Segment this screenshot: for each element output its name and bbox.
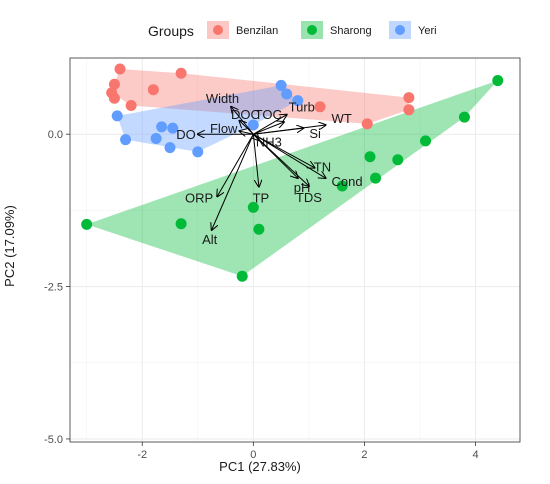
point-benzilan bbox=[108, 92, 120, 104]
point-sharong bbox=[175, 218, 187, 230]
x-tick-label: 0 bbox=[250, 449, 256, 461]
point-sharong bbox=[253, 223, 265, 235]
vector-label-turb: Turb bbox=[289, 100, 315, 115]
x-tick-label: 4 bbox=[472, 449, 478, 461]
legend-entry-yeri: Yeri bbox=[389, 21, 437, 39]
vector-label-cond: Cond bbox=[332, 174, 363, 189]
vector-label-tds: TDS bbox=[296, 190, 322, 205]
vector-toc bbox=[253, 122, 284, 135]
panel-background bbox=[70, 58, 520, 442]
point-benzilan bbox=[403, 104, 415, 116]
point-yeri bbox=[292, 95, 304, 107]
point-benzilan bbox=[175, 67, 187, 79]
vector-si bbox=[253, 128, 303, 135]
legend-title: Groups bbox=[148, 23, 194, 39]
point-sharong bbox=[364, 151, 376, 163]
vector-alt bbox=[212, 133, 254, 230]
point-yeri bbox=[167, 122, 179, 134]
point-sharong bbox=[247, 201, 259, 213]
point-sharong bbox=[370, 172, 382, 184]
vector-cond bbox=[253, 133, 325, 178]
point-sharong bbox=[81, 218, 93, 230]
vector-label-width: Width bbox=[206, 91, 239, 106]
vector-label-doc: DOC bbox=[231, 107, 260, 122]
point-yeri bbox=[281, 88, 293, 100]
legend-entry-sharong: Sharong bbox=[301, 21, 372, 39]
legend-label-yeri: Yeri bbox=[418, 25, 437, 37]
y-axis-title: PC2 (17.09%) bbox=[2, 205, 17, 287]
point-sharong bbox=[336, 180, 348, 192]
panel-border bbox=[69, 57, 521, 443]
y-tick-label: -2.5 bbox=[44, 282, 63, 294]
legend-entry-benzilan: Benzilan bbox=[207, 21, 278, 39]
grid bbox=[70, 58, 520, 442]
point-benzilan bbox=[114, 63, 126, 75]
vector-tn bbox=[253, 133, 314, 168]
point-yeri bbox=[275, 79, 287, 91]
point-benzilan bbox=[361, 118, 373, 130]
legend: Groups Benzilan Sharong Yeri bbox=[148, 21, 437, 39]
vector-label-tn: TN bbox=[314, 160, 331, 175]
vector-label-si: Si bbox=[309, 126, 321, 141]
vector-label-flow: Flow bbox=[210, 121, 238, 136]
vector-label-tp: TP bbox=[253, 191, 270, 206]
legend-marker-yeri bbox=[395, 25, 405, 35]
vector-label-alt: Alt bbox=[202, 232, 218, 247]
vector-label-wt: WT bbox=[332, 111, 352, 126]
vector-tds bbox=[252, 133, 309, 186]
vector-label-toc: TOC bbox=[255, 107, 282, 122]
point-benzilan bbox=[314, 101, 326, 113]
y-tick-label: -5.0 bbox=[44, 434, 63, 446]
point-benzilan bbox=[403, 92, 415, 104]
point-yeri bbox=[120, 134, 132, 146]
legend-label-benzilan: Benzilan bbox=[236, 25, 278, 37]
point-yeri bbox=[111, 110, 123, 122]
point-sharong bbox=[420, 135, 432, 147]
vector-tp bbox=[252, 134, 259, 186]
point-benzilan bbox=[147, 84, 159, 96]
point-sharong bbox=[492, 75, 504, 87]
vector-flow bbox=[239, 131, 254, 134]
axis-ticks: -2 0 2 4 0.0 -2.5 -5.0 bbox=[44, 129, 479, 461]
x-tick-label: -2 bbox=[137, 449, 147, 461]
legend-marker-sharong bbox=[307, 25, 317, 35]
data-points bbox=[81, 63, 504, 282]
vector-doc bbox=[239, 121, 254, 135]
y-tick-label: 0.0 bbox=[48, 129, 63, 141]
point-sharong bbox=[236, 270, 248, 282]
vector-label-nh3: NH3 bbox=[256, 134, 282, 149]
point-yeri bbox=[150, 132, 162, 144]
vector-label-do: DO bbox=[176, 127, 196, 142]
x-axis-title: PC1 (27.83%) bbox=[219, 459, 301, 474]
point-yeri bbox=[156, 121, 168, 133]
legend-label-sharong: Sharong bbox=[330, 25, 372, 37]
vector-label-orp: ORP bbox=[185, 190, 213, 205]
legend-marker-benzilan bbox=[213, 25, 223, 35]
point-yeri bbox=[247, 119, 259, 131]
hull-yeri bbox=[117, 85, 298, 152]
point-yeri bbox=[164, 142, 176, 154]
point-benzilan bbox=[108, 78, 120, 90]
point-sharong bbox=[458, 111, 470, 123]
point-yeri bbox=[192, 146, 204, 158]
x-tick-label: 2 bbox=[361, 449, 367, 461]
vector-turb bbox=[253, 115, 286, 135]
hull-benzilan bbox=[111, 68, 409, 124]
point-benzilan bbox=[125, 100, 137, 112]
vector-orp bbox=[217, 133, 254, 196]
point-sharong bbox=[392, 154, 404, 166]
